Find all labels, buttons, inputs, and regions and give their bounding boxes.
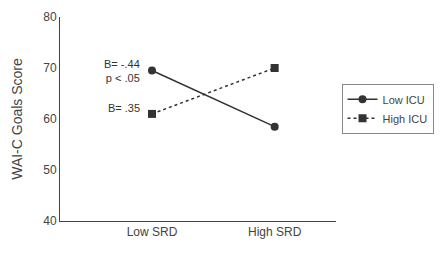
svg-text:B= .35: B= .35 <box>108 102 140 114</box>
svg-text:Low ICU: Low ICU <box>383 94 425 106</box>
svg-text:50: 50 <box>43 163 57 177</box>
svg-text:70: 70 <box>43 61 57 75</box>
svg-text:WAI-C Goals Score: WAI-C Goals Score <box>9 58 25 180</box>
svg-text:High SRD: High SRD <box>248 225 302 239</box>
svg-text:80: 80 <box>43 10 57 24</box>
svg-text:High ICU: High ICU <box>383 113 428 125</box>
svg-text:60: 60 <box>43 112 57 126</box>
svg-text:40: 40 <box>43 214 57 228</box>
svg-text:Low SRD: Low SRD <box>127 225 178 239</box>
svg-text:B= -.44p < .05: B= -.44p < .05 <box>104 58 140 84</box>
